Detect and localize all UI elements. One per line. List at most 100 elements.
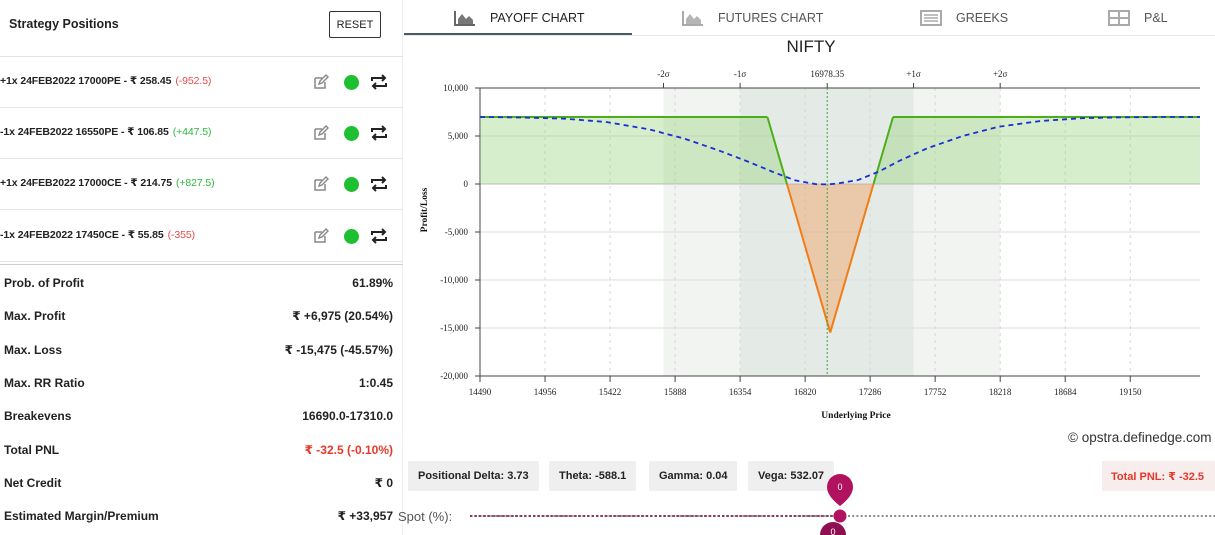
top-tick-label: -2σ bbox=[657, 69, 669, 79]
summary-label: Breakevens bbox=[4, 409, 72, 424]
leg-active-toggle[interactable] bbox=[344, 126, 359, 141]
top-tick-label: +1σ bbox=[906, 69, 921, 79]
x-tick-label: 14490 bbox=[469, 387, 492, 397]
x-tick-label: 17752 bbox=[924, 387, 947, 397]
leg-active-toggle[interactable] bbox=[344, 177, 359, 192]
summary-value: ₹ -15,475 (-45.57%) bbox=[284, 342, 393, 357]
y-axis-label: Profit/Loss bbox=[420, 187, 430, 232]
panel-title: Strategy Positions bbox=[9, 17, 119, 31]
leg-pnl-change: (+447.5) bbox=[172, 126, 212, 138]
summary-value: 1:0.45 bbox=[358, 375, 393, 390]
tab-greeks[interactable]: GREEKS bbox=[920, 0, 1008, 36]
tab-label: P&L bbox=[1144, 11, 1168, 25]
x-tick-label: 17286 bbox=[859, 387, 882, 397]
x-tick-label: 16354 bbox=[729, 387, 752, 397]
loss-area bbox=[786, 184, 874, 333]
x-tick-label: 14956 bbox=[534, 387, 557, 397]
grid-icon bbox=[1108, 10, 1130, 26]
tab-label: FUTURES CHART bbox=[718, 11, 824, 25]
summary-value: 61.89% bbox=[352, 276, 393, 290]
summary-value: ₹ -32.5 (-0.10%) bbox=[304, 442, 393, 457]
summary-row: Breakevens 16690.0-17310.0 bbox=[0, 398, 403, 431]
x-tick-label: 18684 bbox=[1054, 387, 1077, 397]
top-tick-label: 16978.35 bbox=[810, 69, 844, 79]
area-chart-icon bbox=[682, 11, 703, 26]
summary-row: Estimated Margin/Premium ₹ +33,957 bbox=[0, 498, 403, 531]
chart-title: NIFTY bbox=[786, 37, 835, 56]
edit-icon[interactable] bbox=[313, 74, 329, 90]
y-tick-label: -5,000 bbox=[445, 227, 469, 237]
tab-divider bbox=[404, 35, 1215, 36]
payoff-chart[interactable]: NIFTY 10,000 5,000 0 -5,000 -10,000 -15,000 -20… bbox=[404, 36, 1215, 426]
leg-active-toggle[interactable] bbox=[344, 229, 359, 244]
summary-row: Max. RR Ratio 1:0.45 bbox=[0, 365, 403, 398]
reset-button[interactable]: RESET bbox=[329, 11, 381, 38]
swap-icon[interactable] bbox=[370, 228, 388, 244]
leg-active-toggle[interactable] bbox=[344, 75, 359, 90]
theta-value: Theta: -588.1 bbox=[549, 461, 637, 491]
top-tick-label: -1σ bbox=[734, 69, 746, 79]
active-tab-indicator bbox=[404, 33, 632, 35]
y-tick-label: -20,000 bbox=[440, 371, 468, 381]
summary-label: Total PNL bbox=[4, 442, 60, 457]
summary-value: ₹ +6,975 (20.54%) bbox=[292, 309, 393, 324]
spot-slider[interactable]: 0 0 bbox=[464, 472, 1215, 535]
slider-lower-value: 0 bbox=[830, 527, 835, 535]
profit-area bbox=[480, 117, 787, 184]
summary-value: ₹ +33,957 bbox=[337, 509, 393, 524]
tab-label: GREEKS bbox=[956, 11, 1009, 25]
x-axis-label: Underlying Price bbox=[821, 411, 890, 421]
summary-label: Estimated Margin/Premium bbox=[4, 509, 159, 524]
total-pnl-badge: Total PNL: ₹ -32.5 bbox=[1102, 461, 1215, 491]
summary-row: Max. Loss ₹ -15,475 (-45.57%) bbox=[0, 332, 403, 365]
y-tick-label: 0 bbox=[464, 179, 469, 189]
summary-label: Max. RR Ratio bbox=[4, 375, 85, 390]
watermark: © opstra.definedge.com bbox=[1068, 430, 1212, 445]
summary-row: Max. Profit ₹ +6,975 (20.54%) bbox=[0, 298, 403, 331]
strategy-positions-panel: Strategy Positions RESET +1x 24FEB2022 1… bbox=[0, 0, 403, 535]
positions-header: Strategy Positions RESET bbox=[0, 0, 403, 57]
vega-value: Vega: 532.07 bbox=[748, 461, 835, 491]
swap-icon[interactable] bbox=[370, 74, 388, 90]
x-tick-label: 19150 bbox=[1119, 387, 1142, 397]
expiry-payoff-line bbox=[766, 116, 788, 185]
chart-tabs: PAYOFF CHART FUTURES CHART GREEKS P&L bbox=[404, 0, 1215, 36]
position-leg-row: -1x 24FEB2022 16550PE - ₹ 106.85 (+447.5) bbox=[0, 108, 403, 159]
edit-icon[interactable] bbox=[313, 228, 329, 244]
edit-icon[interactable] bbox=[313, 125, 329, 141]
tab-payoff-chart[interactable]: PAYOFF CHART bbox=[454, 0, 584, 36]
summary-label: Max. Loss bbox=[4, 342, 63, 357]
swap-icon[interactable] bbox=[370, 125, 388, 141]
leg-details: -1x 24FEB2022 16550PE - ₹ 106.85 bbox=[0, 126, 169, 138]
leg-pnl-change: (-952.5) bbox=[175, 75, 212, 87]
slider-lower-bubble bbox=[820, 522, 846, 535]
summary-row: Net Credit ₹ 0 bbox=[0, 465, 403, 498]
chart-panel: PAYOFF CHART FUTURES CHART GREEKS P&L bbox=[398, 0, 1215, 535]
y-tick-label: -10,000 bbox=[440, 275, 468, 285]
profit-area bbox=[873, 117, 1200, 184]
leg-pnl-change: (-355) bbox=[167, 229, 196, 241]
leg-description: -1x 24FEB2022 16550PE - ₹ 106.85 (+447.5) bbox=[0, 126, 211, 138]
position-leg-row: -1x 24FEB2022 17450CE - ₹ 55.85 (-355) bbox=[0, 211, 403, 262]
leg-description: +1x 24FEB2022 17000CE - ₹ 214.75 (+827.5) bbox=[0, 177, 215, 189]
x-tick-label: 15888 bbox=[664, 387, 687, 397]
gamma-value: Gamma: 0.04 bbox=[649, 461, 738, 491]
position-leg-row: +1x 24FEB2022 17000CE - ₹ 214.75 (+827.5) bbox=[0, 159, 403, 210]
spot-slider-thumb[interactable] bbox=[833, 509, 847, 523]
summary-value: 16690.0-17310.0 bbox=[302, 409, 393, 424]
swap-icon[interactable] bbox=[370, 176, 388, 192]
edit-icon[interactable] bbox=[313, 176, 329, 192]
summary-value: ₹ 0 bbox=[374, 475, 393, 490]
leg-details: +1x 24FEB2022 17000PE - ₹ 258.45 bbox=[0, 75, 172, 87]
strategy-summary: Prob. of Profit 61.89% Max. Profit ₹ +6,975… bbox=[0, 264, 403, 523]
leg-description: -1x 24FEB2022 17450CE - ₹ 55.85 (-355) bbox=[0, 229, 195, 241]
leg-pnl-change: (+827.5) bbox=[175, 177, 215, 189]
expiry-payoff-line bbox=[785, 183, 832, 333]
top-tick-label: +2σ bbox=[993, 69, 1008, 79]
summary-row: Total PNL ₹ -32.5 (-0.10%) bbox=[0, 432, 403, 465]
position-leg-row: +1x 24FEB2022 17000PE - ₹ 258.45 (-952.5) bbox=[0, 57, 403, 108]
tab-futures-chart[interactable]: FUTURES CHART bbox=[682, 0, 823, 36]
slider-value: 0 bbox=[837, 482, 842, 492]
leg-details: +1x 24FEB2022 17000CE - ₹ 214.75 bbox=[0, 177, 172, 189]
tab-pnl[interactable]: P&L bbox=[1108, 0, 1168, 36]
